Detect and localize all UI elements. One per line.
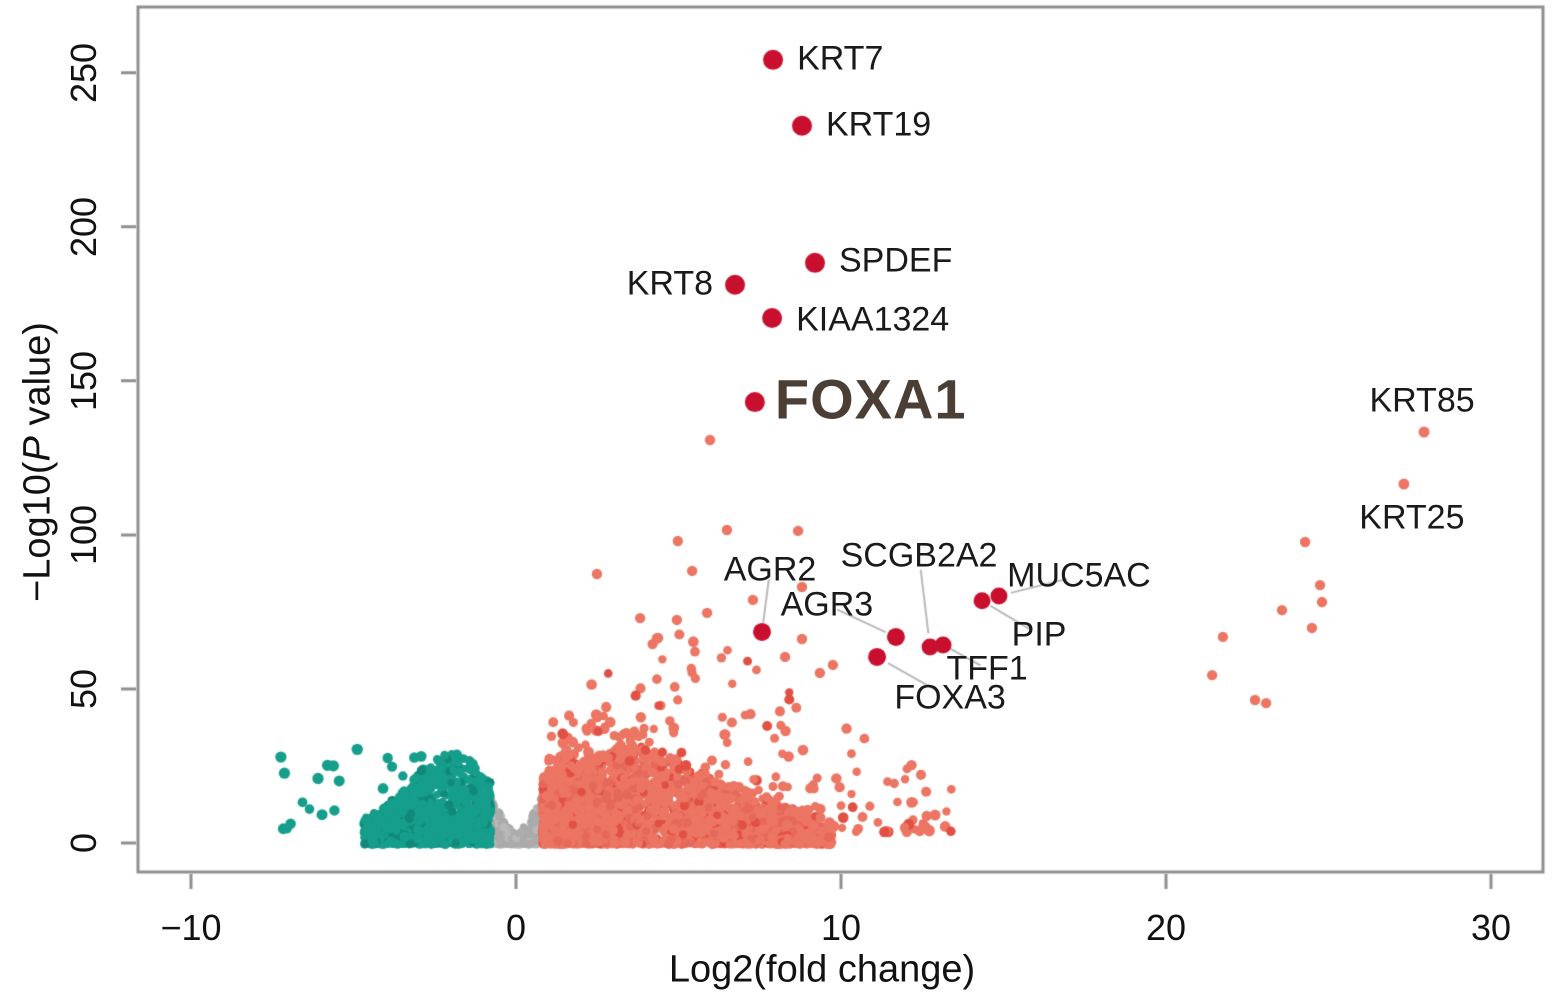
y-axis-title-italic-p: P xyxy=(16,436,59,462)
gene-label-foxa3: FOXA3 xyxy=(894,678,1006,717)
x-tick-label: 10 xyxy=(820,907,862,948)
gene-label-agr3: AGR3 xyxy=(780,585,874,624)
gene-label-pip: PIP xyxy=(1011,615,1067,654)
y-tick-label: 200 xyxy=(63,196,104,257)
y-tick-label: 250 xyxy=(63,42,104,103)
gene-label-krt85: KRT85 xyxy=(1369,381,1475,420)
x-axis-title: Log2(fold change) xyxy=(669,949,975,992)
gene-label-krt7: KRT7 xyxy=(797,39,884,78)
gene-label-krt8: KRT8 xyxy=(626,264,714,303)
x-tick-label: 30 xyxy=(1470,907,1512,948)
gene-label-agr2: AGR2 xyxy=(723,550,817,589)
gene-label-muc5ac: MUC5AC xyxy=(1007,556,1151,595)
gene-label-tff1: TFF1 xyxy=(946,649,1028,688)
x-axis-title-text: Log2(fold change) xyxy=(668,948,976,991)
y-axis-title: −Log10(P value) xyxy=(17,322,60,602)
y-tick-label: 150 xyxy=(63,350,104,411)
x-tick-label: 20 xyxy=(1145,907,1187,948)
gene-label-krt25: KRT25 xyxy=(1359,498,1465,537)
y-axis-title-post: value) xyxy=(16,322,59,437)
gene-label-kiaa1324: KIAA1324 xyxy=(796,300,950,339)
x-tick-label: −10 xyxy=(160,907,222,948)
x-tick-label: 0 xyxy=(505,907,527,948)
y-tick-label: 0 xyxy=(63,832,104,854)
y-axis-title-pre: −Log10( xyxy=(16,461,59,602)
y-tick-label: 100 xyxy=(63,504,104,565)
gene-label-krt19: KRT19 xyxy=(826,105,932,144)
y-tick-label: 50 xyxy=(63,668,104,709)
gene-label-spdef: SPDEF xyxy=(839,241,953,280)
gene-label-scgb2a2: SCGB2A2 xyxy=(840,536,998,575)
gene-label-foxa1: FOXA1 xyxy=(774,367,967,431)
